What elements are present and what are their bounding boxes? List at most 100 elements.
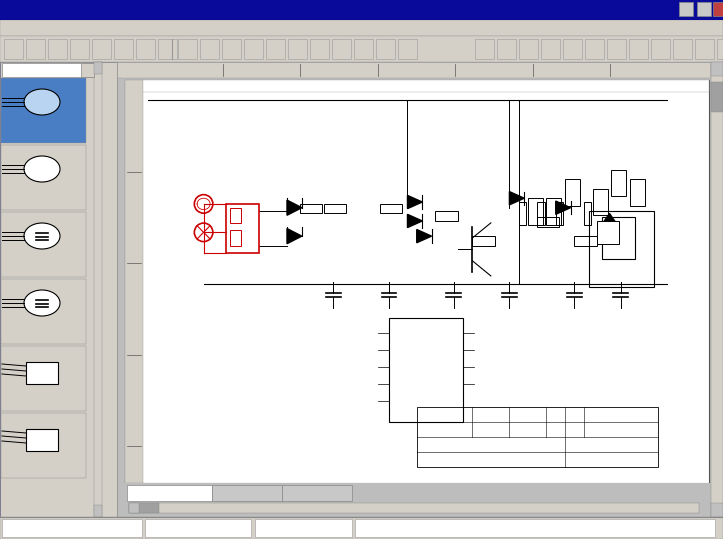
Text: ARMT: ARMT bbox=[392, 398, 410, 404]
Ellipse shape bbox=[24, 89, 60, 115]
Text: 50: 50 bbox=[217, 66, 228, 74]
Bar bbox=[288, 39, 307, 59]
Bar bbox=[563, 39, 582, 59]
Bar bbox=[114, 39, 133, 59]
Bar bbox=[145, 519, 251, 537]
Text: Конденс.Мк: Конденс.Мк bbox=[16, 266, 69, 275]
Bar bbox=[178, 39, 197, 59]
Text: 200: 200 bbox=[127, 441, 141, 451]
Text: □: □ bbox=[698, 5, 706, 15]
Text: GND: GND bbox=[392, 330, 406, 335]
Bar bbox=[1, 145, 86, 210]
Bar bbox=[574, 236, 596, 246]
Bar bbox=[607, 39, 626, 59]
Bar bbox=[129, 503, 139, 513]
Bar bbox=[472, 236, 495, 246]
Bar bbox=[528, 198, 543, 225]
Ellipse shape bbox=[24, 223, 60, 249]
Bar bbox=[26, 429, 58, 451]
Text: GF2: GF2 bbox=[392, 382, 404, 386]
Text: Правка: Правка bbox=[35, 25, 74, 35]
Text: B: B bbox=[281, 81, 288, 91]
Polygon shape bbox=[287, 229, 301, 244]
Text: —: — bbox=[680, 5, 688, 15]
Bar bbox=[127, 485, 212, 501]
Bar bbox=[589, 211, 654, 287]
Bar bbox=[300, 204, 322, 213]
Bar bbox=[0, 20, 723, 36]
Bar bbox=[711, 82, 723, 112]
Text: Указка : Выделение элементов, перемещ: Указка : Выделение элементов, перемещ bbox=[358, 523, 557, 533]
Bar bbox=[629, 39, 648, 59]
Bar bbox=[310, 39, 329, 59]
Text: 250: 250 bbox=[525, 66, 540, 74]
Bar bbox=[95, 62, 117, 517]
Text: GF3: GF3 bbox=[448, 382, 460, 386]
Bar bbox=[380, 204, 402, 213]
Polygon shape bbox=[408, 195, 422, 209]
Bar bbox=[679, 2, 693, 16]
Text: Vcc: Vcc bbox=[449, 330, 460, 335]
Bar bbox=[497, 39, 516, 59]
Bar bbox=[222, 39, 241, 59]
Bar bbox=[2, 63, 93, 77]
Text: X: X bbox=[714, 5, 722, 15]
Bar bbox=[324, 204, 346, 213]
Bar bbox=[212, 485, 282, 501]
Polygon shape bbox=[287, 200, 301, 215]
Text: 1: 1 bbox=[131, 126, 137, 135]
Bar bbox=[158, 39, 177, 59]
Text: Тлф0: Тлф0 bbox=[30, 345, 54, 355]
Text: Чертёж: Чертёж bbox=[78, 25, 120, 35]
Bar bbox=[612, 170, 626, 196]
Bar bbox=[630, 179, 645, 206]
Text: Элементы: Элементы bbox=[301, 25, 356, 35]
Text: Библиотека: Библиотека bbox=[356, 25, 422, 35]
Text: C: C bbox=[376, 81, 382, 91]
Text: Инструменты: Инструменты bbox=[226, 25, 301, 35]
Text: GF7: GF7 bbox=[392, 364, 404, 369]
Text: D: D bbox=[470, 81, 476, 91]
Bar bbox=[117, 483, 711, 503]
Bar bbox=[229, 208, 241, 223]
Bar bbox=[255, 519, 352, 537]
Text: 3: 3 bbox=[131, 327, 137, 336]
Bar bbox=[355, 519, 715, 537]
Bar bbox=[541, 39, 560, 59]
Text: Конденс.Мк: Конденс.Мк bbox=[16, 334, 69, 342]
Bar bbox=[143, 80, 709, 92]
Text: □: □ bbox=[100, 98, 111, 108]
Bar bbox=[518, 202, 526, 225]
Bar bbox=[651, 39, 670, 59]
Polygon shape bbox=[604, 226, 619, 239]
Text: GF8: GF8 bbox=[448, 347, 460, 353]
Bar bbox=[398, 39, 417, 59]
Bar bbox=[48, 39, 67, 59]
Bar bbox=[475, 39, 494, 59]
Text: Halbpelschaltung.bei.Netzantrieb: Halbpelschaltung.bei.Netzantrieb bbox=[565, 442, 657, 447]
Text: GF4: GF4 bbox=[448, 364, 460, 369]
Text: ○: ○ bbox=[101, 121, 111, 131]
Bar bbox=[389, 317, 463, 422]
Polygon shape bbox=[408, 215, 422, 227]
Text: 300: 300 bbox=[602, 66, 618, 74]
Bar bbox=[125, 80, 709, 483]
Bar bbox=[556, 202, 563, 225]
Bar bbox=[266, 39, 285, 59]
Bar bbox=[435, 211, 458, 221]
Bar bbox=[565, 179, 580, 206]
Bar bbox=[94, 62, 102, 517]
Text: Файл: Файл bbox=[4, 25, 33, 35]
Polygon shape bbox=[510, 191, 524, 205]
Text: Мк0: Мк0 bbox=[33, 279, 51, 287]
Bar bbox=[81, 63, 94, 77]
Text: Netzteil: Netzteil bbox=[228, 488, 266, 498]
Bar bbox=[129, 503, 159, 513]
Text: +: + bbox=[101, 190, 111, 200]
Bar bbox=[585, 39, 604, 59]
Bar bbox=[1, 212, 86, 277]
Bar bbox=[2, 519, 142, 537]
Bar bbox=[1, 78, 86, 143]
Text: E: E bbox=[565, 81, 570, 91]
Text: Координаты : 113,0 / 2,0: Координаты : 113,0 / 2,0 bbox=[5, 523, 121, 533]
